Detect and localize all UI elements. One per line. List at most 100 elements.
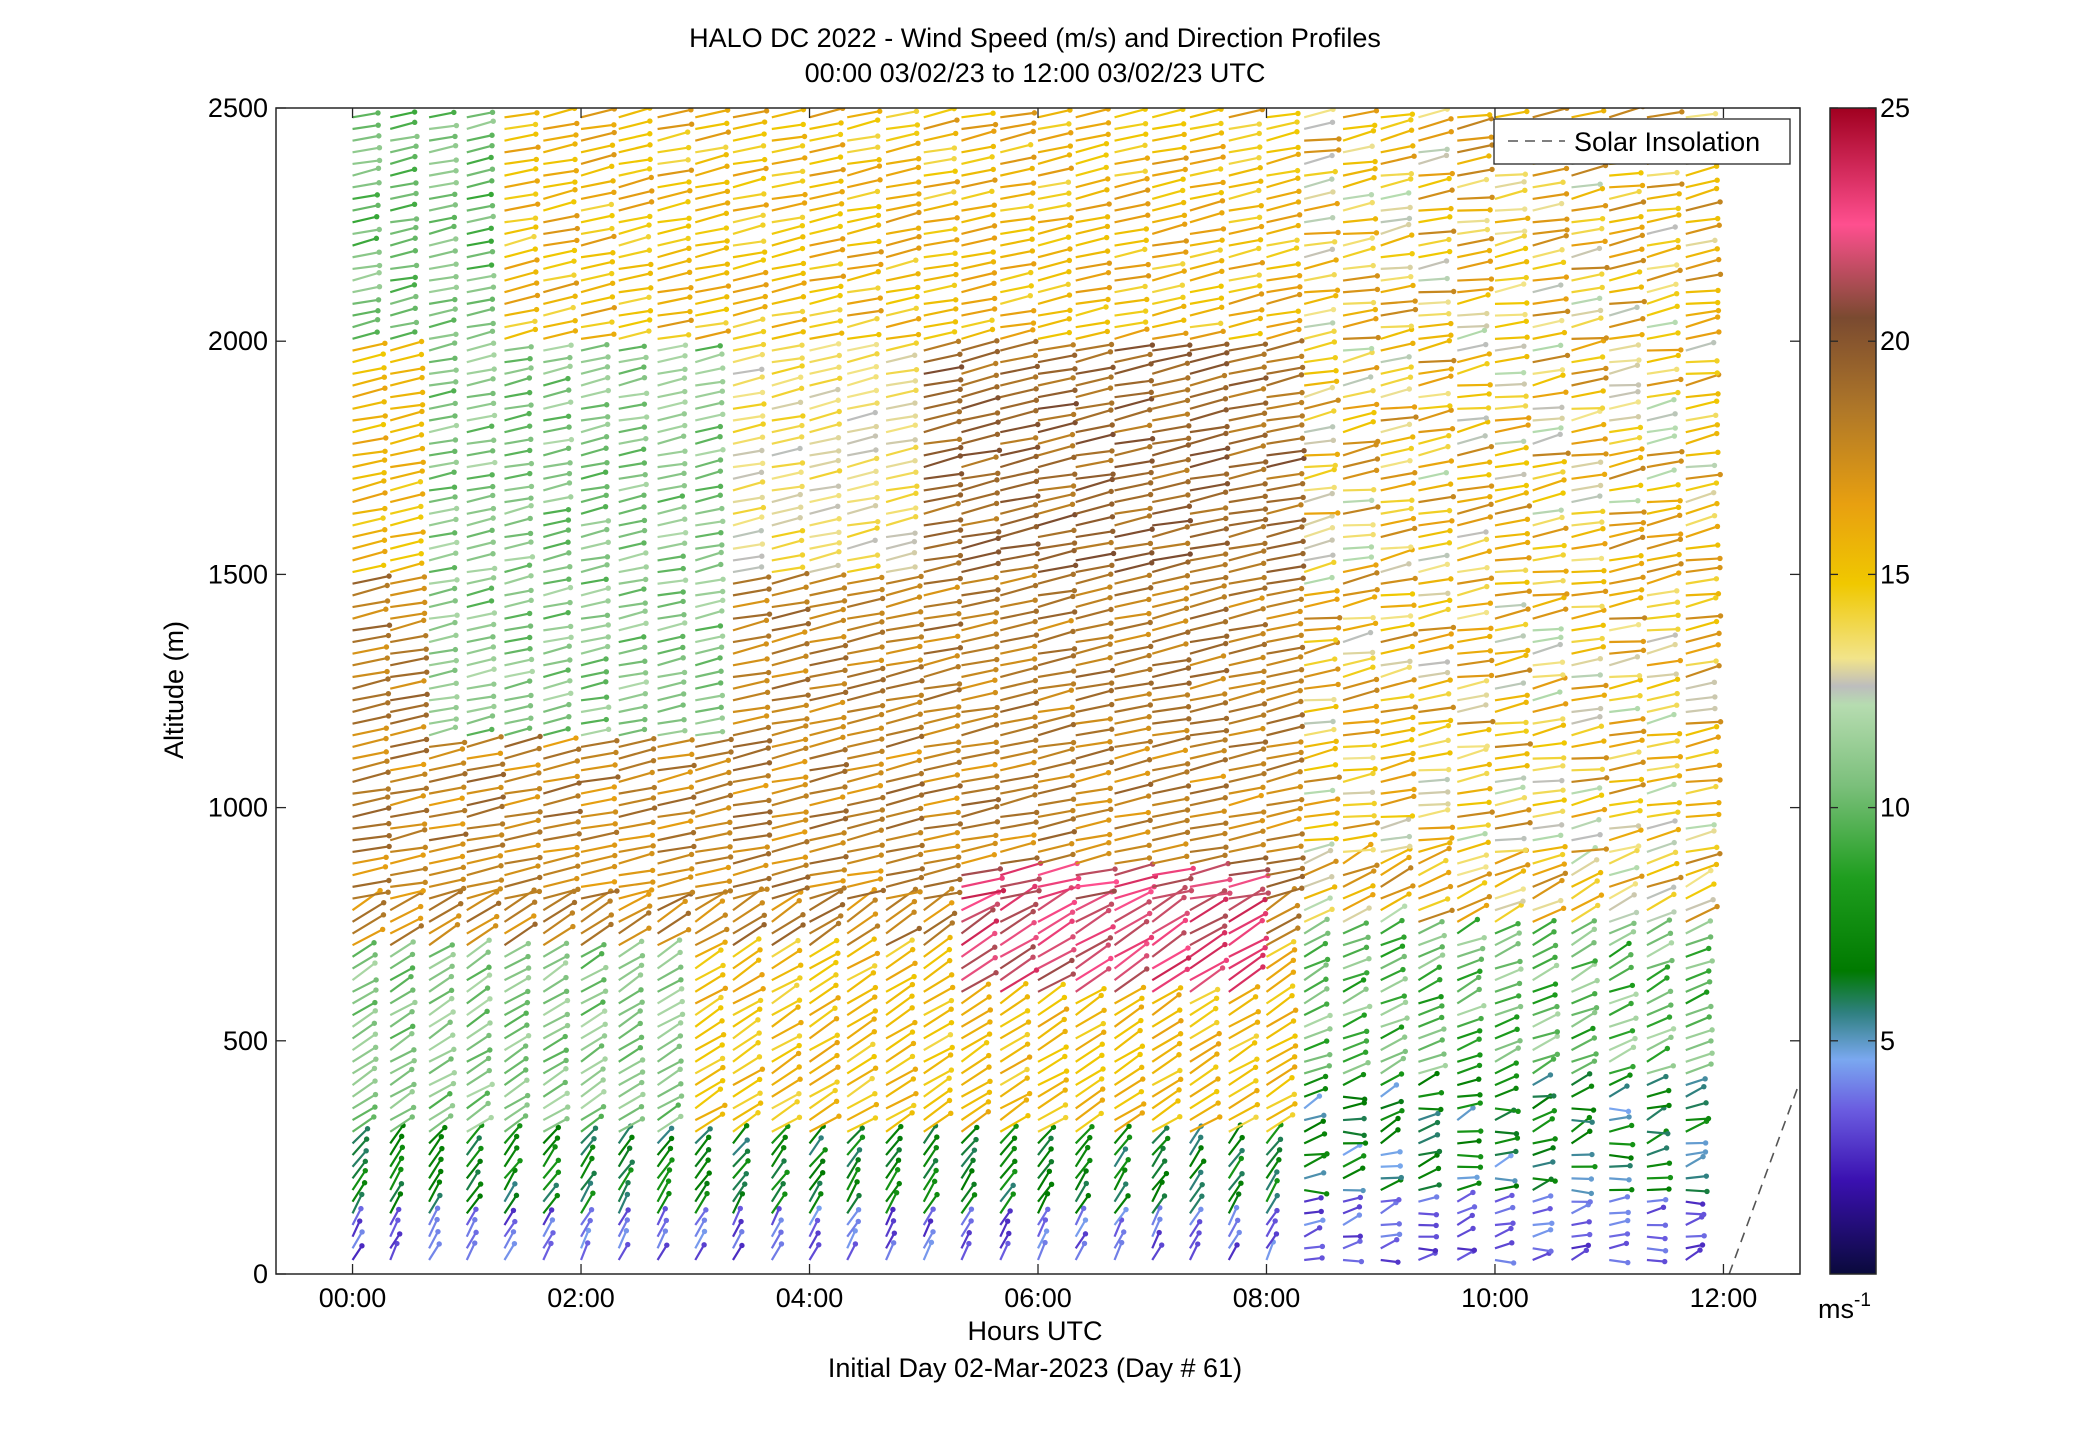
wind-barb-tip	[796, 1091, 802, 1097]
wind-barb	[1151, 560, 1189, 574]
wind-barb-tip	[608, 921, 614, 928]
wind-barb-tip	[413, 143, 419, 149]
wind-barb	[1000, 841, 1034, 853]
wind-barb-tip	[1107, 716, 1113, 722]
wind-barb-tip	[689, 889, 696, 896]
wind-barb-tip	[1218, 295, 1225, 301]
wind-barb-tip	[917, 851, 924, 858]
wind-barb-tip	[1257, 315, 1264, 322]
wind-barb	[770, 1243, 783, 1261]
wind-barb	[465, 1242, 476, 1261]
wind-barb-tip	[1032, 597, 1038, 603]
wind-barb-tip	[1276, 1147, 1283, 1153]
wind-barb	[923, 284, 955, 294]
wind-barb	[1189, 1066, 1217, 1087]
wind-barb-tip	[438, 1133, 445, 1140]
wind-barb	[732, 414, 763, 422]
wind-barb	[732, 599, 768, 609]
wind-barb-tip	[880, 688, 886, 694]
wind-barb-tip	[590, 1190, 596, 1196]
wind-barb	[542, 1049, 567, 1063]
wind-barb-tip	[949, 984, 956, 991]
wind-barb-tip	[719, 351, 725, 357]
wind-barb	[923, 773, 958, 784]
wind-barb-tip	[916, 749, 922, 755]
wind-barb	[1228, 518, 1266, 527]
wind-barb	[390, 276, 416, 282]
wind-barb-tip	[642, 690, 649, 697]
wind-barb	[618, 108, 651, 119]
wind-barb	[846, 620, 883, 632]
wind-barb-tip	[491, 681, 497, 687]
wind-barb	[389, 794, 424, 807]
wind-barb-tip	[451, 1070, 457, 1076]
wind-barb	[771, 135, 805, 142]
wind-barb	[1151, 1115, 1181, 1133]
wind-barb	[1037, 216, 1072, 224]
wind-barb	[1075, 841, 1110, 853]
wind-barb	[695, 401, 722, 410]
wind-barb-tip	[420, 888, 426, 894]
wind-barb	[1151, 667, 1189, 679]
wind-barb-tip	[611, 863, 618, 870]
wind-barb-tip	[1299, 364, 1306, 371]
wind-barb-tip	[913, 257, 919, 263]
wind-barb	[1189, 1183, 1204, 1203]
wind-barb-tip	[874, 351, 880, 357]
wind-barb	[389, 1168, 402, 1191]
wind-barb	[732, 496, 763, 504]
wind-barb-tip	[1070, 342, 1076, 348]
wind-barb	[657, 891, 693, 900]
wind-barb-tip	[968, 1218, 974, 1224]
wind-barb-tip	[513, 1133, 520, 1140]
wind-barb-tip	[531, 233, 537, 240]
wind-barb	[389, 469, 423, 480]
wind-barb	[618, 541, 645, 550]
wind-barb	[1037, 144, 1071, 154]
wind-barb	[1266, 414, 1303, 422]
wind-barb-tip	[452, 133, 458, 140]
wind-barb-tip	[417, 903, 424, 910]
wind-barb-tip	[958, 471, 965, 477]
wind-barb	[1000, 469, 1037, 480]
wind-barb	[1228, 156, 1260, 166]
wind-barb	[657, 966, 682, 982]
wind-barb	[1152, 867, 1194, 877]
wind-barb	[731, 1193, 744, 1214]
wind-barb-tip	[490, 437, 497, 443]
wind-barb	[428, 144, 456, 154]
wind-barb	[694, 1136, 710, 1156]
wind-barb-tip	[1260, 443, 1266, 449]
wind-barb-tip	[801, 133, 808, 140]
wind-barb	[1114, 493, 1151, 504]
wind-barb	[543, 329, 576, 340]
wind-barb-tip	[575, 863, 581, 869]
wind-barb-tip	[1033, 478, 1040, 485]
wind-barb-tip	[1034, 855, 1040, 861]
wind-barb-tip	[955, 809, 961, 816]
wind-barb	[618, 519, 645, 527]
wind-barb-tip	[1026, 1090, 1033, 1097]
wind-barb-tip	[1027, 292, 1033, 299]
wind-barb	[543, 748, 579, 760]
wind-barb-tip	[643, 550, 649, 556]
wind-barb	[1037, 973, 1074, 993]
wind-barb-tip	[800, 912, 806, 918]
wind-barb	[694, 1128, 711, 1145]
wind-barb-tip	[871, 886, 878, 893]
wind-barb	[1189, 239, 1223, 247]
wind-barb-tip	[872, 433, 879, 439]
wind-barb-tip	[954, 584, 960, 590]
wind-barb	[428, 822, 463, 830]
wind-barb	[923, 252, 956, 259]
wind-barb-tip	[1032, 677, 1039, 684]
wind-barb-tip	[453, 367, 459, 373]
wind-barb-tip	[1298, 585, 1305, 592]
wind-barb	[694, 771, 730, 784]
wind-barb-tip	[1220, 328, 1226, 335]
wind-barb-tip	[396, 1206, 402, 1213]
wind-barb	[732, 691, 768, 702]
wind-barb	[390, 192, 417, 201]
wind-barb	[885, 414, 916, 422]
wind-barb	[1114, 862, 1153, 877]
